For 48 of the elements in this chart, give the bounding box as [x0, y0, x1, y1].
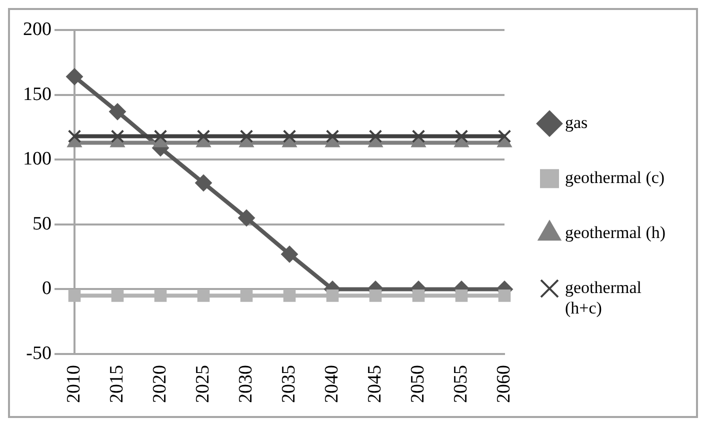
point [238, 209, 255, 226]
point [369, 290, 382, 302]
point [109, 103, 126, 120]
point [283, 290, 296, 302]
x-tick-label: 2015 [106, 365, 128, 403]
x-tick-label: 2025 [192, 365, 214, 403]
point [326, 130, 340, 143]
point [412, 130, 426, 143]
y-tick-label: -50 [26, 342, 52, 364]
point [154, 290, 167, 302]
point [412, 290, 425, 302]
point [110, 130, 124, 143]
x-tick-label: 2050 [407, 365, 428, 403]
point [455, 290, 468, 302]
x-tick-label: 2010 [63, 365, 84, 403]
x-tick-label: 2055 [450, 365, 472, 403]
point [240, 290, 253, 302]
point [111, 290, 124, 302]
x-tick-label: 2020 [149, 365, 170, 403]
y-tick-label: 50 [32, 213, 52, 234]
x-tick-label: 2030 [235, 365, 256, 403]
x-tick-label: 2035 [278, 365, 300, 403]
point [196, 130, 210, 143]
x-tick-label: 2060 [493, 365, 514, 403]
legend-label: geothermal (c) [565, 168, 665, 188]
point [454, 130, 468, 143]
legend-label: gas [565, 113, 588, 132]
point [326, 290, 339, 302]
point [281, 246, 298, 263]
x-tick-label: 2040 [321, 365, 342, 403]
point [68, 290, 81, 302]
y-tick-label: 0 [42, 278, 52, 300]
point [498, 130, 512, 143]
legend-label: geothermal (h+c) [565, 278, 642, 318]
point [368, 130, 382, 143]
legend-label: geothermal (h) [565, 223, 666, 242]
y-tick-label: 150 [23, 84, 52, 105]
point [197, 290, 210, 302]
y-tick-label: 100 [23, 148, 52, 170]
y-tick-label: 200 [23, 18, 52, 40]
x-tick-label: 2045 [364, 365, 386, 403]
point [195, 174, 212, 192]
point [240, 130, 254, 143]
point [68, 130, 82, 143]
point [66, 68, 83, 86]
point [154, 130, 168, 143]
point [498, 290, 511, 302]
point [282, 130, 296, 143]
